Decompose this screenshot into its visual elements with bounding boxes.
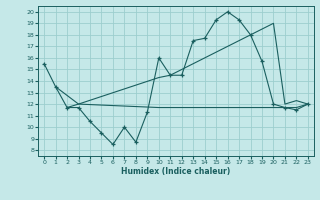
X-axis label: Humidex (Indice chaleur): Humidex (Indice chaleur) <box>121 167 231 176</box>
